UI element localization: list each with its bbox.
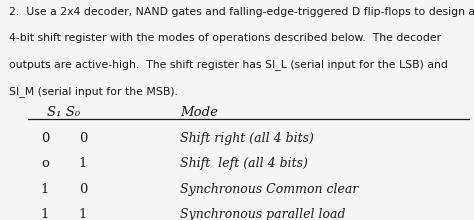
Text: Mode: Mode (180, 106, 218, 119)
Text: Synchronous Common clear: Synchronous Common clear (180, 183, 358, 196)
Text: 0: 0 (79, 132, 87, 145)
Text: 1: 1 (79, 157, 87, 170)
Text: SI_M (serial input for the MSB).: SI_M (serial input for the MSB). (9, 86, 179, 97)
Text: 1: 1 (79, 208, 87, 220)
Text: o: o (41, 157, 49, 170)
Text: 4-bit shift register with the modes of operations described below.  The decoder: 4-bit shift register with the modes of o… (9, 33, 442, 43)
Text: outputs are active-high.  The shift register has SI_L (serial input for the LSB): outputs are active-high. The shift regis… (9, 59, 448, 70)
Text: 1: 1 (41, 183, 49, 196)
Text: Shift right (all 4 bits): Shift right (all 4 bits) (180, 132, 314, 145)
Text: 2.  Use a 2x4 decoder, NAND gates and falling-edge-triggered D flip-flops to des: 2. Use a 2x4 decoder, NAND gates and fal… (9, 7, 474, 16)
Text: 0: 0 (79, 183, 87, 196)
Text: S₁ S₀: S₁ S₀ (47, 106, 81, 119)
Text: 0: 0 (41, 132, 49, 145)
Text: Shift  left (all 4 bits): Shift left (all 4 bits) (180, 157, 308, 170)
Text: Synchronous parallel load: Synchronous parallel load (180, 208, 346, 220)
Text: 1: 1 (41, 208, 49, 220)
